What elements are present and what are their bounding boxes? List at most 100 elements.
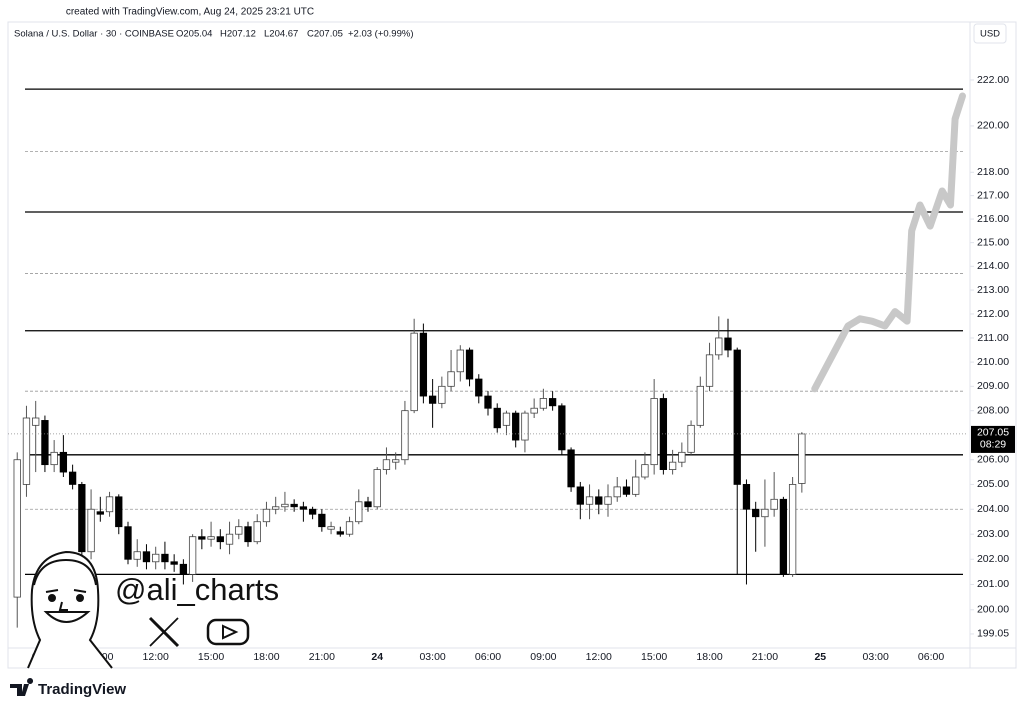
candle-body <box>530 407 538 414</box>
symbol: Solana / U.S. Dollar · 30 · COINBASE <box>14 29 174 40</box>
candle-body <box>668 461 677 470</box>
chart-frame <box>7 21 1017 669</box>
candle-body <box>705 354 714 387</box>
candle-body <box>539 398 548 409</box>
candle-body <box>142 551 151 563</box>
y-tick-label: 200.00 <box>977 604 1009 616</box>
y-tick-label: 212.00 <box>977 308 1009 320</box>
candle-body <box>632 476 640 495</box>
candle-body <box>78 484 86 553</box>
candle-body <box>152 553 160 563</box>
avatar-brows <box>45 589 87 593</box>
candle-body <box>576 486 584 505</box>
watermark: @ali_charts <box>115 572 279 607</box>
candle-body <box>788 484 797 575</box>
candle-body <box>115 496 123 528</box>
candle-body <box>715 337 723 356</box>
avatar-eye <box>48 594 56 602</box>
candle-body <box>179 563 188 575</box>
candle-body <box>512 412 520 441</box>
candle-body <box>318 513 326 528</box>
candle-body <box>216 536 224 543</box>
candle-body <box>761 508 769 518</box>
candle-body <box>742 484 751 510</box>
candle-body <box>650 398 658 466</box>
candle-body <box>567 449 575 488</box>
candle-body <box>521 412 529 441</box>
candle-body <box>779 498 788 575</box>
y-tick-label: 210.00 <box>977 356 1009 368</box>
candle-body <box>548 398 557 407</box>
candle-body <box>438 385 446 404</box>
candle-body <box>373 469 381 508</box>
y-tick-label: 217.00 <box>977 189 1009 201</box>
candle-body <box>798 433 806 484</box>
candle-body <box>428 395 437 404</box>
ohlc-high: H207.12 <box>220 29 256 40</box>
x-icon <box>148 616 180 648</box>
candle-body <box>281 503 289 508</box>
x-tick-label: 18:00 <box>696 651 722 663</box>
candle-body <box>290 503 298 508</box>
y-tick-label: 214.00 <box>977 260 1009 272</box>
currency: USD <box>980 29 1000 40</box>
candle-body <box>355 501 363 523</box>
candle-body <box>687 424 695 453</box>
candle-body <box>493 407 501 429</box>
candle-body <box>225 533 234 545</box>
candle-body <box>87 508 95 553</box>
y-tick-label: 199.05 <box>977 628 1009 640</box>
candle-body <box>308 508 317 515</box>
plot: 222.00 220.00 218.00 217.00 216.00 215.00 214.… <box>8 74 1015 663</box>
y-tick-label: 222.00 <box>977 74 1009 86</box>
candle-body <box>207 536 215 540</box>
y-tick-label: 203.00 <box>977 528 1009 540</box>
candle-body <box>170 561 178 565</box>
candle-body <box>733 349 741 485</box>
created-note: created with TradingView.com, Aug 24, 20… <box>66 7 314 18</box>
x-tick-label: 09:00 <box>530 651 556 663</box>
candle-body <box>558 405 566 451</box>
candle-body <box>327 526 335 530</box>
candle-body <box>604 496 612 505</box>
candle-body <box>68 471 77 485</box>
y-tick-label: 201.00 <box>977 578 1009 590</box>
avatar <box>27 550 113 669</box>
x-tick-label: 12:00 <box>143 651 169 663</box>
y-tick-label: 220.00 <box>977 120 1009 132</box>
ohlc-low: L204.67 <box>264 29 298 40</box>
candle-body <box>22 417 31 485</box>
y-tick-label: 213.00 <box>977 284 1009 296</box>
candle-body <box>161 553 169 563</box>
candle-body <box>595 496 603 505</box>
candle-body <box>336 531 344 535</box>
candle-body <box>622 486 631 495</box>
candle-body <box>41 420 49 466</box>
candle-body <box>198 536 206 540</box>
x-tick-label: 06:00 <box>918 651 944 663</box>
y-tick-label: 209.00 <box>977 380 1009 392</box>
candle-body <box>484 395 492 409</box>
candle-body <box>262 508 271 523</box>
candle-body <box>124 526 132 560</box>
x-tick-label: 24 <box>371 651 383 663</box>
y-tick-label: 205.00 <box>977 478 1009 490</box>
y-tick-label: 206.00 <box>977 454 1009 466</box>
candle-body <box>419 332 428 397</box>
candle-body <box>235 526 243 535</box>
countdown: 08:29 <box>980 439 1006 451</box>
x-tick-label: 12:00 <box>586 651 612 663</box>
y-tick-label: 204.00 <box>977 503 1009 515</box>
avatar-eye <box>76 594 84 602</box>
youtube-play <box>222 624 239 640</box>
y-tick-label: 215.00 <box>977 236 1009 248</box>
x-tick-label: 06:00 <box>475 651 501 663</box>
candle-body <box>244 526 252 543</box>
candle-body <box>345 521 354 535</box>
youtube-frame <box>206 618 250 646</box>
youtube-icon <box>206 618 250 646</box>
x-tick-label: 18:00 <box>253 651 279 663</box>
x-tick-label: 21:00 <box>752 651 778 663</box>
candle-body <box>502 412 511 426</box>
